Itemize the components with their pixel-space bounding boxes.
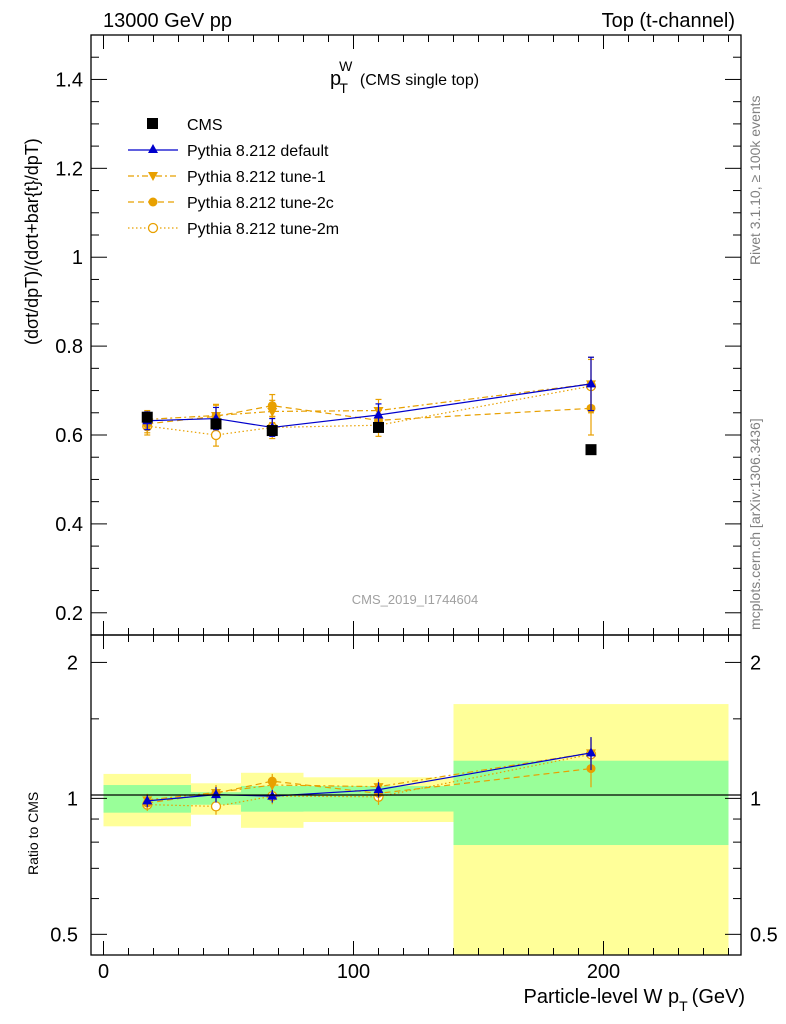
x-axis-label: Particle-level W pT (GeV) — [523, 986, 745, 1014]
data-point-cms-1 — [210, 418, 222, 430]
ratio-tick-label-left-1: 1 — [67, 788, 78, 810]
marker-main-default-3 — [373, 409, 384, 419]
x-tick-label-200: 200 — [587, 961, 620, 983]
y-tick-label-0.8: 0.8 — [55, 336, 83, 358]
ratio-tick-label-right-1: 1 — [750, 788, 761, 810]
data-point-cms-2 — [266, 425, 278, 437]
axis-ticks: 0 100 200 0.2 0.4 0.6 0.8 1 1.2 1.4 0.5 0.5 1 1 2 2 — [50, 34, 778, 983]
header-right: Top (t-channel) — [602, 10, 735, 32]
plot-title-main: p — [330, 68, 341, 90]
y-axis-label-ratio: Ratio to CMS — [25, 792, 41, 875]
series-line-main-tune1 — [147, 383, 592, 421]
y-axis-label-main: (dσt/dpT)/(dσt+bar{t}/dpT) — [22, 138, 42, 345]
legend-label-default: Pythia 8.212 default — [187, 143, 329, 160]
mcplots-label: mcplots.cern.ch [arXiv:1306.3436] — [747, 418, 763, 630]
x-axis-label-end: (GeV) — [692, 986, 745, 1008]
ratio-bands — [103, 704, 729, 955]
y-tick-label-0.6: 0.6 — [55, 425, 83, 447]
series-line-ratio-tune2m — [147, 753, 592, 807]
analysis-watermark: CMS_2019_I1744604 — [352, 592, 479, 607]
marker-main-tune1-2 — [267, 407, 278, 417]
x-tick-label-0: 0 — [98, 961, 109, 983]
marker-main-tune2m-1 — [210, 429, 222, 441]
y-tick-label-0.2: 0.2 — [55, 603, 83, 625]
ratio-tick-label-right-0.5: 0.5 — [750, 924, 778, 946]
legend-marker-tune2c — [148, 197, 158, 207]
data-point-cms-3 — [373, 421, 384, 433]
x-tick-label-100: 100 — [337, 961, 370, 983]
legend-label-tune1: Pythia 8.212 tune-1 — [187, 169, 326, 186]
y-tick-label-1: 1 — [72, 247, 83, 269]
data-point-cms-4 — [585, 444, 597, 456]
rivet-label: Rivet 3.1.10, ≥ 100k events — [747, 95, 763, 265]
marker-ratio-default-0 — [142, 795, 153, 805]
marker-ratio-tune2m-1 — [210, 801, 222, 812]
series-cms — [141, 411, 597, 456]
legend-label-tune2m: Pythia 8.212 tune-2m — [187, 221, 339, 238]
y-tick-label-1.4: 1.4 — [55, 69, 83, 91]
marker-main-default-4 — [586, 378, 596, 388]
y-tick-label-0.4: 0.4 — [55, 514, 83, 536]
series-line-main-tune2c — [147, 405, 592, 425]
ratio-tick-label-left-2: 2 — [67, 652, 78, 674]
plot-title: pW T (CMS single top) — [330, 58, 479, 96]
marker-ratio-tune1-2 — [267, 781, 278, 791]
ratio-tick-label-right-2: 2 — [750, 652, 761, 674]
legend-marker-tune1 — [148, 172, 158, 181]
data-point-cms-0 — [141, 411, 153, 423]
header-left: 13000 GeV pp — [103, 10, 232, 32]
marker-ratio-default-4 — [586, 747, 596, 757]
plot-title-sup: W — [339, 58, 353, 74]
marker-ratio-default-3 — [373, 784, 384, 794]
ratio-tick-label-left-0.5: 0.5 — [50, 924, 78, 946]
legend-label-cms: CMS — [187, 117, 223, 134]
x-axis-label-sub: T — [679, 998, 688, 1014]
plot-title-sub: T — [339, 80, 348, 96]
series-line-main-tune2m — [147, 385, 592, 436]
x-axis-label-main: Particle-level W p — [523, 986, 679, 1008]
legend-marker-default — [148, 144, 158, 153]
legend-label-tune2c: Pythia 8.212 tune-2c — [187, 195, 334, 212]
y-tick-label-1.2: 1.2 — [55, 158, 83, 180]
legend-marker-cms — [147, 118, 158, 129]
series-marks — [141, 356, 597, 815]
legend-marker-tune2m — [147, 222, 159, 234]
legend: CMS Pythia 8.212 default Pythia 8.212 tu… — [128, 117, 339, 238]
plot-title-extra: (CMS single top) — [360, 72, 479, 89]
series-line-ratio-tune2c — [147, 767, 592, 804]
marker-ratio-default-1 — [211, 789, 221, 799]
